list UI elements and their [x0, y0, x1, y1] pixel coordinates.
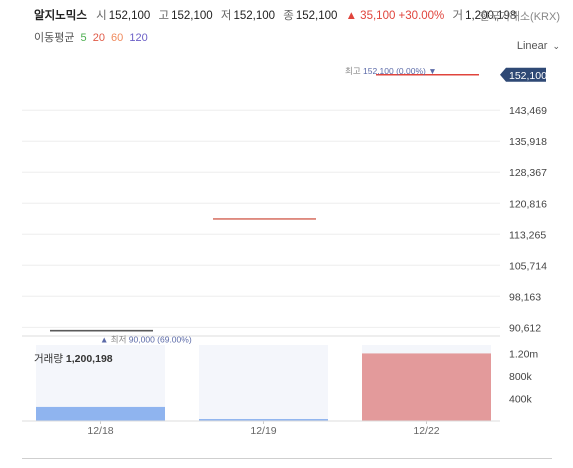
current-price-label: 152,100 — [509, 70, 547, 82]
volume-tick-label: 1.20m — [509, 348, 538, 360]
high-label: 고 — [158, 10, 170, 22]
price-tick-label: 113,265 — [509, 229, 546, 241]
close-label: 종 — [283, 10, 294, 22]
price-tick-label: 143,469 — [509, 105, 547, 117]
ma-period-20[interactable]: 20 — [92, 32, 105, 44]
low-annotation: ▲ 최저 90,000 (69.00%) — [100, 335, 192, 345]
volume-title-label: 거래량 — [34, 353, 66, 365]
volume-panel-12/19 — [199, 345, 328, 421]
volume-value: 1,200,198 — [465, 10, 517, 22]
ma-label: 이동평균 — [34, 32, 75, 44]
bottom-divider — [22, 458, 552, 459]
scale-label: Linear — [516, 40, 548, 52]
high-value: 152,100 — [171, 10, 213, 22]
x-tick-label: 12/19 — [250, 425, 276, 437]
low-annotation-label: 최저 — [111, 335, 129, 345]
volume-title: 거래량 1,200,198 — [34, 353, 113, 365]
ma-period-5[interactable]: 5 — [80, 32, 87, 44]
price-tick-label: 105,714 — [509, 260, 547, 272]
exchange-label: 한국거래소(KRX) — [479, 11, 560, 23]
volume-bar-12/18 — [36, 406, 165, 421]
close-value: 152,100 — [295, 10, 338, 22]
x-tick-label: 12/18 — [87, 425, 113, 437]
low-annotation-value: 90,000 (69.00%) — [129, 335, 192, 345]
volume-tick-label: 800k — [509, 371, 533, 383]
price-tick-label: 128,367 — [509, 167, 547, 179]
price-tick-label: 98,163 — [509, 291, 541, 303]
ma-period-120[interactable]: 120 — [129, 32, 148, 44]
price-tick-label: 120,816 — [509, 198, 547, 210]
high-annotation-label: 최고 — [345, 66, 363, 76]
chevron-down-icon: ⌄ — [552, 41, 560, 51]
change-value: ▲ 35,100 +30.00% — [345, 10, 445, 22]
volume-bar-12/22 — [362, 353, 491, 421]
current-price-tag — [500, 67, 546, 82]
volume-tick-label: 400k — [509, 393, 533, 405]
stock-name: 알지노믹스 — [34, 10, 87, 22]
low-annotation-arrow: ▲ — [100, 335, 111, 345]
high-annotation-value: 152,100 (0.00%) ▼ — [363, 66, 437, 76]
volume-title-value: 1,200,198 — [66, 353, 113, 365]
open-value: 152,100 — [108, 10, 151, 22]
low-value: 152,100 — [233, 10, 276, 22]
open-label: 시 — [96, 10, 107, 22]
moving-average-legend: 이동평균 5 20 60 120 — [34, 29, 151, 45]
volume-bar-12/19 — [199, 419, 328, 421]
low-label: 저 — [220, 10, 232, 22]
quote-header: 알지노믹스 시 152,100 고 152,100 저 152,100 종 152,10… — [34, 7, 521, 23]
price-tick-label: 90,612 — [509, 322, 541, 334]
volume-label: 거 — [452, 10, 464, 22]
price-tick-label: 135,918 — [509, 136, 547, 148]
x-tick-label: 12/22 — [413, 425, 439, 437]
high-annotation: 최고 152,100 (0.00%) ▼ — [345, 66, 437, 76]
scale-selector[interactable]: Linear ⌄ — [517, 40, 560, 52]
ma-period-60[interactable]: 60 — [111, 32, 124, 44]
